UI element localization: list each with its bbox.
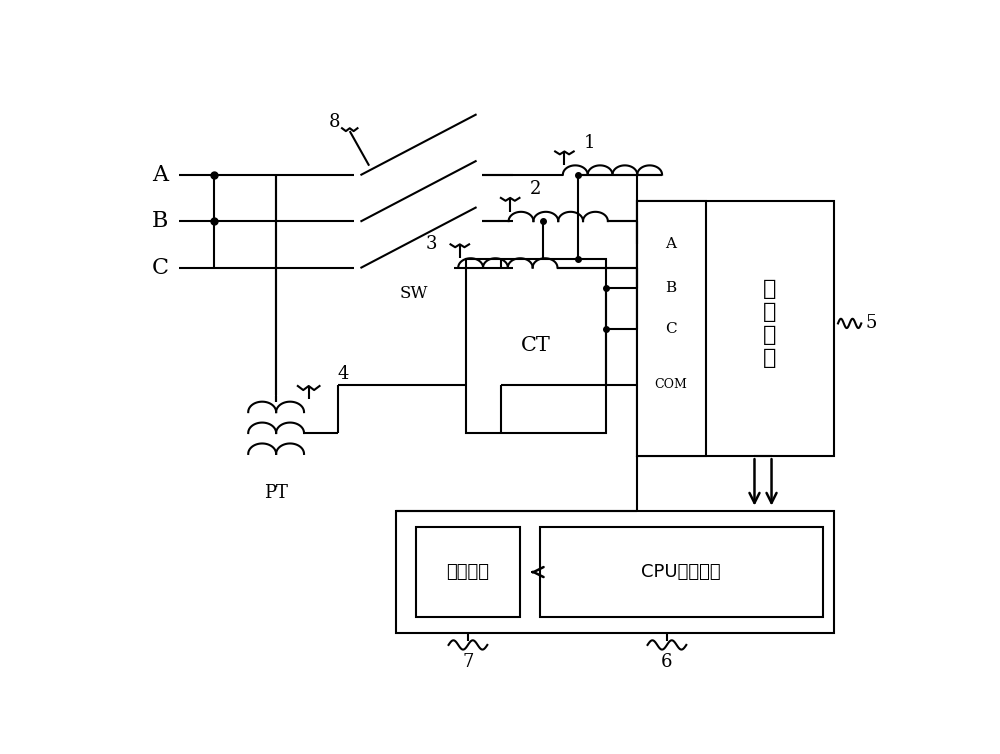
Bar [396,511,834,633]
Text: CPU主控单元: CPU主控单元 [641,563,721,581]
Text: 1: 1 [584,133,596,152]
Text: B: B [666,280,677,295]
Text: 7: 7 [462,654,474,671]
Text: 2: 2 [530,180,541,198]
Text: PT: PT [264,484,288,502]
Text: COM: COM [655,379,688,391]
Bar [540,527,822,617]
Bar [637,201,834,456]
Text: C: C [151,256,168,278]
Bar [637,201,706,456]
Text: 6: 6 [661,654,673,671]
Bar [466,259,606,433]
Text: C: C [665,321,677,336]
Text: A: A [666,238,677,251]
Text: 继
电
保
护: 继 电 保 护 [763,279,777,368]
Text: CT: CT [521,336,551,355]
Text: A: A [152,164,168,185]
Text: SW: SW [399,285,428,302]
Text: B: B [152,210,168,232]
Text: 5: 5 [866,314,877,333]
Text: 3: 3 [425,235,437,253]
Bar [416,527,520,617]
Text: 8: 8 [328,113,340,131]
Text: 4: 4 [337,366,348,383]
Text: 输出模块: 输出模块 [446,563,489,581]
